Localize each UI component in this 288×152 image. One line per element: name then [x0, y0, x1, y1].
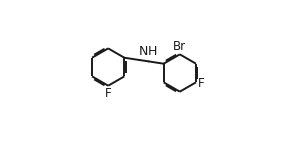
Text: N: N	[139, 45, 148, 58]
Text: F: F	[105, 88, 111, 100]
Text: H: H	[148, 45, 157, 58]
Text: F: F	[198, 77, 205, 90]
Text: Br: Br	[173, 40, 186, 53]
